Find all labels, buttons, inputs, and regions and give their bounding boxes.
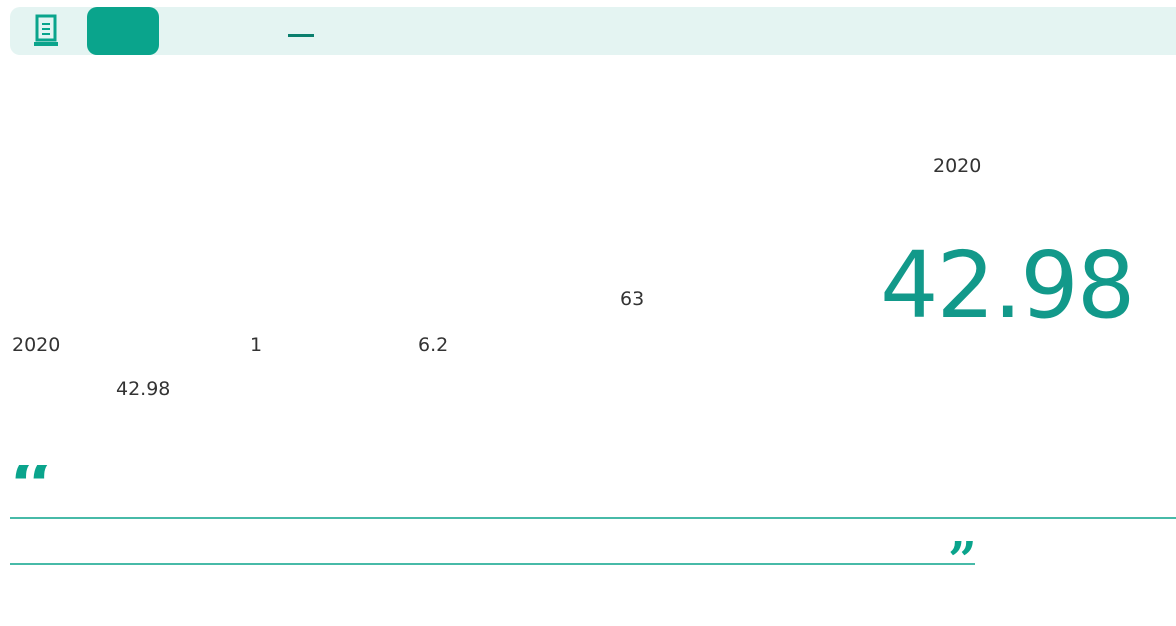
- doc-icon: [34, 14, 58, 46]
- quote-box: “ ”: [10, 465, 1176, 570]
- text: 63: [620, 288, 645, 310]
- text: 2020: [12, 334, 61, 356]
- text: 1: [250, 334, 263, 356]
- year: 2020: [933, 155, 982, 177]
- text: 42.98: [116, 378, 171, 400]
- close-quote: ”: [948, 530, 977, 570]
- dash: [288, 34, 314, 37]
- top-bar: [10, 7, 1176, 55]
- big-number: 42.98: [880, 232, 1135, 339]
- text: 6.2: [418, 334, 449, 356]
- open-quote: “: [10, 465, 56, 534]
- tag: [87, 7, 159, 55]
